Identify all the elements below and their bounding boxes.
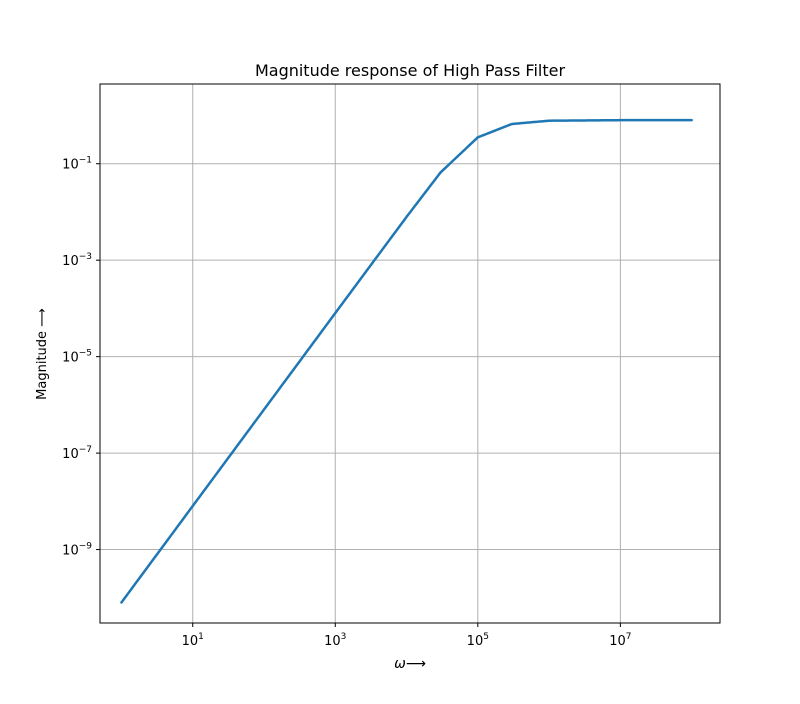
chart-title: Magnitude response of High Pass Filter xyxy=(255,61,566,80)
x-axis-label: ω⟶ xyxy=(394,656,426,672)
grid-layer xyxy=(100,84,720,623)
x-tick-label: 105 xyxy=(467,632,489,649)
plot-frame xyxy=(99,83,721,624)
y-tick-label: 10−9 xyxy=(62,542,92,559)
y-tick-label: 10−7 xyxy=(62,445,92,462)
series-line xyxy=(120,118,693,604)
y-tick-label: 10−1 xyxy=(62,156,92,173)
ticks-layer: 101 103 105 107 10−9 10−7 10−5 10−3 10−1 xyxy=(62,156,631,649)
series-layer xyxy=(120,118,693,604)
x-tick-label: 107 xyxy=(609,632,631,649)
x-tick-label: 101 xyxy=(182,632,204,649)
y-tick-label: 10−5 xyxy=(62,349,92,366)
y-tick-label: 10−3 xyxy=(62,252,92,269)
y-axis-label: Magnitude ⟶ xyxy=(35,308,50,400)
x-tick-label: 103 xyxy=(324,632,346,649)
